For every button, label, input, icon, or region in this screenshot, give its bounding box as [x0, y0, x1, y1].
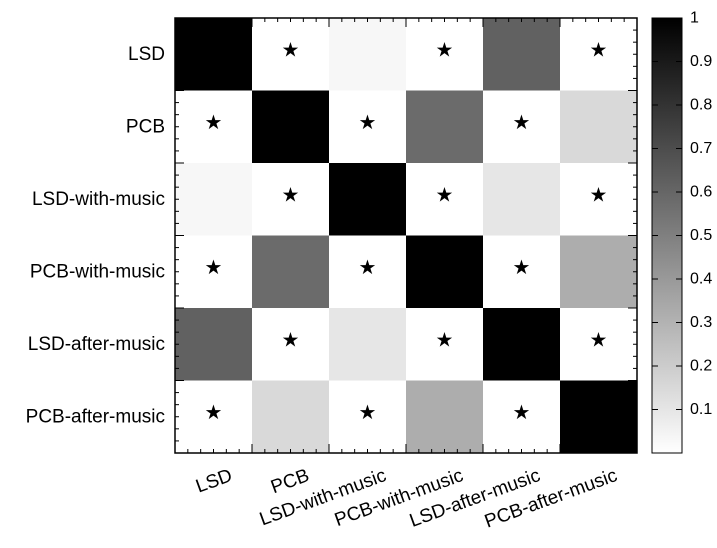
heatmap-cell: [483, 18, 561, 91]
colorbar-tick-label: 0.1: [690, 401, 712, 418]
significance-markers: ★ ★ ★ ★ ★ ★ ★ ★ ★ ★ ★ ★ ★ ★ ★ ★ ★ ★: [205, 39, 608, 424]
significance-star: ★: [590, 329, 608, 351]
heatmap-cell: [252, 163, 330, 236]
heatmap-cell: [560, 235, 638, 309]
heatmap-cell: [483, 235, 561, 309]
heatmap-cell: [406, 18, 484, 91]
y-tick-labels: LSD PCB LSD-with-music PCB-with-music LSD-af…: [26, 44, 165, 428]
heatmap-cell: [252, 90, 330, 164]
heatmap-cell: [252, 18, 330, 91]
colorbar-tick-label: 0.8: [690, 97, 712, 114]
heatmap-cell: [175, 380, 253, 454]
heatmap-cell: [329, 90, 407, 164]
heatmap-cell: [406, 308, 484, 381]
colorbar-tick-label: 0.3: [690, 314, 712, 331]
heatmap-cell: [560, 18, 638, 91]
colorbar-tick-label: 0.9: [690, 53, 712, 70]
significance-star: ★: [205, 112, 223, 134]
heatmap-cell: [483, 90, 561, 164]
significance-star: ★: [282, 184, 300, 206]
colorbar-tick-label: 1: [690, 10, 699, 27]
colorbar: 0.1 0.2 0.3 0.4 0.5 0.6 0.7 0.8 0.9 1: [651, 10, 712, 454]
heatmap-cell: [329, 163, 407, 236]
heatmap-cell: [560, 163, 638, 236]
heatmap-cell: [329, 380, 407, 454]
heatmap-cell: [483, 380, 561, 454]
y-tick-label: LSD-with-music: [32, 189, 165, 210]
significance-star: ★: [513, 402, 531, 424]
heatmap-cell: [175, 235, 253, 309]
heatmap-cell: [329, 308, 407, 381]
y-tick-label: LSD: [128, 44, 165, 65]
heatmap-cell: [560, 380, 638, 454]
heatmap-cell: [175, 308, 253, 381]
significance-star: ★: [282, 39, 300, 61]
significance-star: ★: [359, 257, 377, 279]
heatmap-cell: [329, 18, 407, 91]
heatmap-cell: [406, 235, 484, 309]
x-tick-label: LSD: [193, 465, 235, 497]
heatmap-cell: [483, 308, 561, 381]
x-tick-labels: LSD PCBLSD-with-musicPCB-with-musicLSD-af…: [193, 465, 620, 532]
heatmap-cell: [483, 163, 561, 236]
heatmap-cell: [406, 90, 484, 164]
heatmap-cell: [406, 380, 484, 454]
significance-star: ★: [513, 257, 531, 279]
significance-star: ★: [436, 39, 454, 61]
heatmap-cell: [329, 235, 407, 309]
heatmap-cell: [560, 90, 638, 164]
y-tick-label: PCB-after-music: [26, 406, 165, 427]
heatmap-cell: [175, 163, 253, 236]
significance-star: ★: [513, 112, 531, 134]
colorbar-tick-label: 0.2: [690, 358, 712, 375]
significance-star: ★: [590, 184, 608, 206]
significance-star: ★: [205, 402, 223, 424]
significance-star: ★: [436, 184, 454, 206]
significance-star: ★: [359, 402, 377, 424]
significance-star: ★: [590, 39, 608, 61]
heatmap-cell: [175, 18, 253, 91]
colorbar-tick-label: 0.4: [690, 271, 712, 288]
colorbar-tick-label: 0.5: [690, 227, 712, 244]
significance-star: ★: [205, 257, 223, 279]
heatmap-cell: [560, 308, 638, 381]
colorbar-tick-label: 0.6: [690, 184, 712, 201]
colorbar-tick-label: 0.7: [690, 140, 712, 157]
heatmap-cell: [252, 308, 330, 381]
y-tick-label: PCB: [126, 116, 165, 137]
significance-star: ★: [282, 329, 300, 351]
heatmap-cell: [175, 90, 253, 164]
heatmap-cell: [406, 163, 484, 236]
heatmap-cell: [252, 380, 330, 454]
axis-ticks: [174, 17, 638, 454]
significance-star: ★: [436, 329, 454, 351]
y-tick-label: LSD-after-music: [28, 334, 165, 355]
heatmap-cell: [252, 235, 330, 309]
significance-star: ★: [359, 112, 377, 134]
heatmap-cells: [175, 18, 638, 454]
y-tick-label: PCB-with-music: [30, 261, 165, 282]
